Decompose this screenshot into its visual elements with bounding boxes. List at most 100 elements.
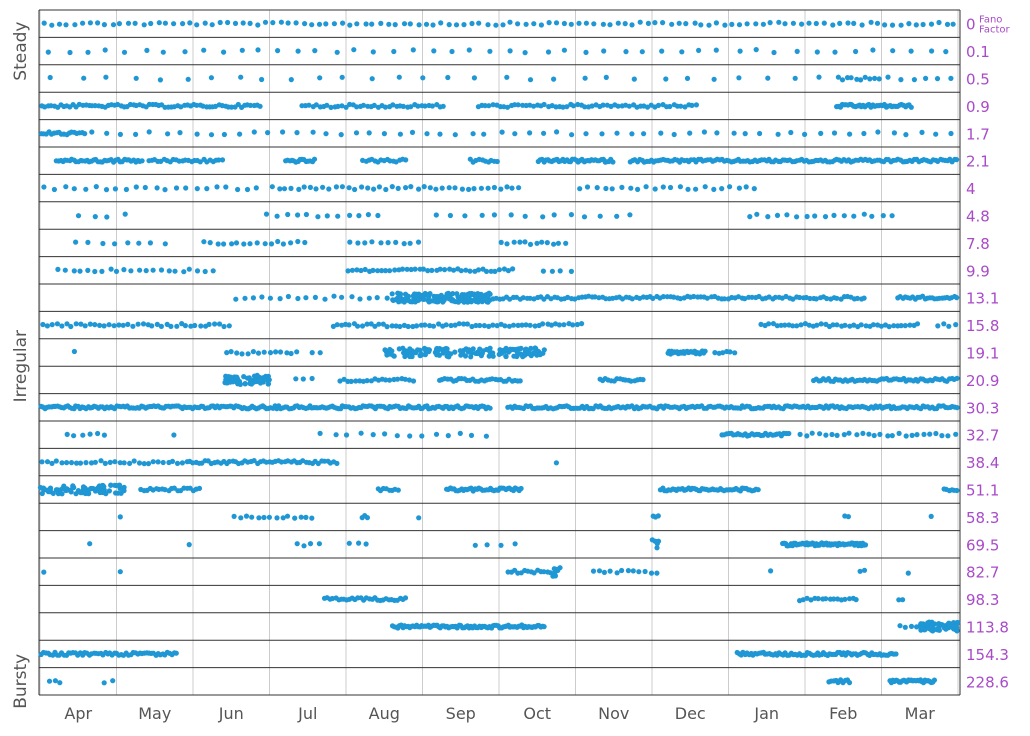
- event-dot: [954, 157, 960, 163]
- event-dot: [438, 292, 444, 298]
- event-dot: [335, 213, 341, 219]
- event-dot: [751, 186, 757, 192]
- event-dot: [671, 131, 677, 138]
- event-dot: [663, 76, 669, 82]
- event-dot: [563, 240, 569, 246]
- event-dot: [790, 296, 796, 302]
- event-dot: [822, 214, 829, 220]
- event-dot: [263, 211, 270, 217]
- fano-value: 19.1: [966, 345, 999, 363]
- event-dot: [420, 75, 426, 81]
- event-dot: [85, 49, 91, 55]
- event-dot: [450, 291, 456, 297]
- event-dot: [500, 22, 506, 28]
- event-dot: [729, 21, 735, 27]
- event-row: [39, 101, 914, 110]
- event-dot: [722, 22, 728, 28]
- event-dot: [44, 459, 51, 465]
- event-dot: [395, 487, 401, 493]
- event-dot: [471, 75, 477, 81]
- event-dot: [574, 321, 581, 328]
- event-dot: [187, 20, 193, 26]
- event-dot: [834, 322, 840, 328]
- event-dot: [41, 184, 47, 190]
- event-dot: [97, 322, 103, 328]
- event-dot: [160, 49, 166, 55]
- event-dot: [607, 22, 613, 28]
- event-row: [87, 537, 869, 551]
- event-dot: [354, 267, 360, 273]
- event-dot: [687, 130, 693, 136]
- event-dot: [273, 349, 279, 355]
- event-dot: [885, 74, 891, 80]
- event-dot: [814, 49, 820, 55]
- event-dot: [592, 294, 598, 300]
- event-dot: [156, 20, 162, 26]
- event-dot: [639, 49, 645, 55]
- event-dot: [384, 295, 390, 301]
- event-dot: [794, 323, 800, 329]
- event-dot: [214, 184, 220, 190]
- event-dot: [713, 47, 719, 53]
- event-dot: [221, 131, 227, 138]
- event-dot: [366, 130, 372, 136]
- event-dot: [806, 20, 812, 26]
- event-dot: [101, 323, 107, 329]
- event-dot: [374, 295, 380, 301]
- fano-value: 0.9: [966, 98, 990, 116]
- event-dot: [97, 485, 104, 491]
- event-dot: [736, 185, 743, 191]
- event-dot: [504, 241, 510, 247]
- event-dot: [829, 431, 835, 438]
- event-dot: [582, 75, 588, 81]
- event-dot: [244, 186, 251, 193]
- event-dot: [719, 186, 725, 192]
- event-dot: [520, 295, 526, 301]
- event-dot: [40, 485, 47, 491]
- event-dot: [46, 678, 53, 684]
- event-dot: [246, 375, 252, 381]
- event-dot: [182, 323, 188, 329]
- event-row: [39, 458, 560, 467]
- event-dot: [414, 323, 420, 329]
- event-dot: [878, 323, 885, 329]
- event-dot: [384, 324, 390, 330]
- event-row: [41, 19, 956, 28]
- event-dot: [467, 297, 473, 303]
- event-dot: [502, 323, 508, 329]
- event-dot: [67, 49, 73, 56]
- event-dot: [75, 213, 82, 219]
- event-dot: [63, 22, 69, 28]
- event-dot: [73, 321, 79, 327]
- event-dot: [950, 21, 956, 27]
- event-dot: [212, 321, 218, 327]
- event-dot: [343, 432, 350, 438]
- event-dot: [427, 185, 433, 191]
- event-dot: [267, 295, 273, 301]
- event-dot: [265, 130, 271, 136]
- event-dot: [671, 294, 677, 300]
- event-dot: [232, 20, 239, 26]
- event-dot: [80, 432, 86, 438]
- event-dot: [284, 513, 291, 519]
- event-dot: [714, 130, 720, 136]
- event-dot: [197, 159, 203, 165]
- event-dot: [471, 186, 477, 192]
- event-dot: [85, 267, 91, 273]
- event-row: [233, 290, 960, 305]
- event-dot: [382, 104, 388, 110]
- event-dot: [462, 213, 468, 219]
- event-dot: [815, 596, 821, 602]
- event-dot: [315, 214, 321, 220]
- event-dot: [288, 185, 294, 191]
- event-dot: [475, 299, 481, 305]
- event-dot: [144, 47, 150, 54]
- event-dot: [266, 377, 272, 383]
- event-dot: [390, 102, 396, 108]
- event-dot: [896, 597, 902, 603]
- event-dot: [270, 20, 276, 26]
- event-dot: [356, 213, 362, 219]
- event-dot: [45, 49, 51, 55]
- event-dot: [334, 460, 340, 466]
- event-dot: [142, 184, 148, 191]
